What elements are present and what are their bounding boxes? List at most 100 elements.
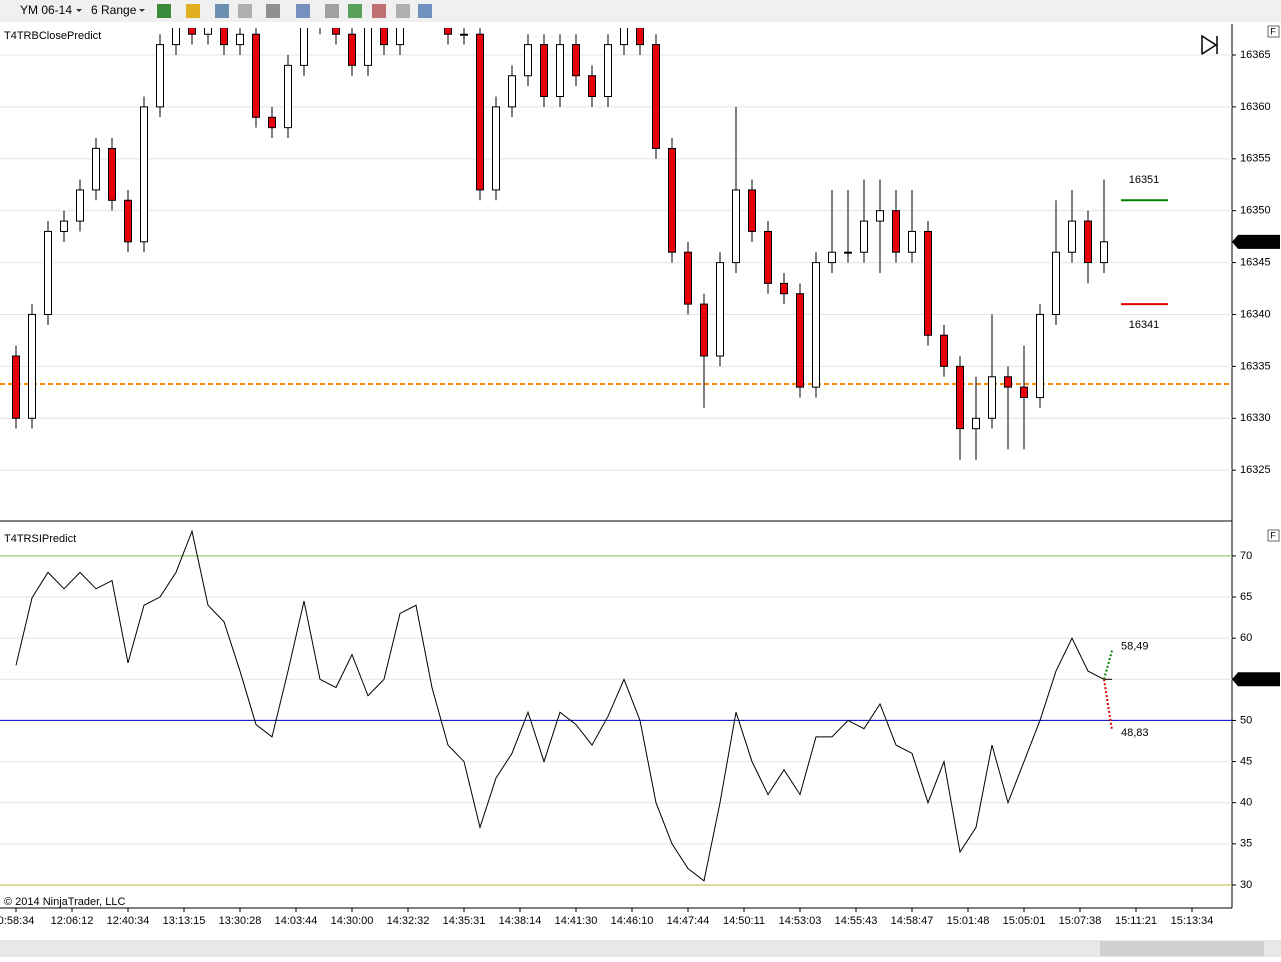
bars-button[interactable] <box>325 4 339 18</box>
candle-body <box>940 334 948 367</box>
candle-body <box>1052 251 1060 315</box>
candle-body <box>572 44 580 77</box>
candle-body <box>668 147 676 253</box>
x-tick-label: 13:30:28 <box>219 915 262 927</box>
zoom-out-button[interactable] <box>238 4 252 18</box>
candle-body <box>284 64 292 129</box>
period-selector[interactable]: 6 Range <box>91 3 137 17</box>
y-tick-label: 30 <box>1240 879 1252 891</box>
candle-body <box>396 28 404 46</box>
y-tick-label: 16360 <box>1240 101 1271 113</box>
scroll-end-button[interactable] <box>1201 34 1218 56</box>
candle-body <box>812 262 820 388</box>
cursor-button[interactable] <box>266 4 280 18</box>
chart-style-button[interactable] <box>157 4 171 18</box>
scrollbar-thumb[interactable] <box>1100 941 1264 956</box>
y-tick-label: 60 <box>1240 632 1252 644</box>
x-tick-label: 14:58:47 <box>891 915 934 927</box>
candle-body <box>1020 386 1028 399</box>
indicators-button[interactable] <box>348 4 362 18</box>
rsi-line <box>15 529 1105 882</box>
candle-body <box>28 313 36 419</box>
x-tick-label: 15:11:21 <box>1115 915 1157 927</box>
candle-body <box>924 230 932 336</box>
candle-body <box>908 230 916 253</box>
candle-body <box>220 28 228 46</box>
candle-body <box>636 28 644 46</box>
properties-button[interactable] <box>396 4 410 18</box>
candle-body <box>652 44 660 149</box>
candle-body <box>780 282 788 295</box>
y-tick-label: 35 <box>1240 838 1252 850</box>
x-tick-label: 14:38:14 <box>499 915 542 927</box>
price-marker-label: 55 <box>1266 673 1278 685</box>
data-box-button[interactable] <box>418 4 432 18</box>
candle-body <box>236 33 244 46</box>
x-tick-label: 14:53:03 <box>779 915 822 927</box>
candle-body <box>1036 313 1044 399</box>
y-tick-label: 70 <box>1240 550 1252 562</box>
draw-button[interactable] <box>186 4 200 18</box>
candle-body <box>844 251 852 254</box>
candle-body <box>188 28 196 35</box>
strategies-button[interactable] <box>372 4 386 18</box>
candle-body <box>76 189 84 222</box>
candle-body <box>108 147 116 201</box>
x-tick-label: 14:32:32 <box>387 915 430 927</box>
x-tick-label: 14:46:10 <box>611 915 654 927</box>
candle-body <box>476 33 484 191</box>
y-tick-label: 45 <box>1240 755 1252 767</box>
candle-body <box>524 44 532 77</box>
y-tick-label: 16350 <box>1240 205 1271 217</box>
candle-body <box>1100 241 1108 264</box>
candle-body <box>588 75 596 98</box>
candle-body <box>684 251 692 305</box>
candle-body <box>604 44 612 98</box>
candle-body <box>348 33 356 66</box>
x-tick-label: 14:55:43 <box>835 915 878 927</box>
candle-body <box>540 44 548 98</box>
candle-body <box>364 28 372 66</box>
float-label: F <box>1270 26 1276 36</box>
candle-body <box>828 251 836 264</box>
x-tick-label: 14:30:00 <box>331 915 374 927</box>
toolbar-bg <box>0 0 1281 22</box>
x-tick-label: 14:35:31 <box>443 915 486 927</box>
x-tick-label: 14:47:44 <box>667 915 710 927</box>
forecast-line <box>1103 679 1113 731</box>
candle-body <box>268 116 276 129</box>
candle-body <box>332 28 340 35</box>
forecast-line <box>1103 650 1113 680</box>
candle-body <box>124 199 132 243</box>
candle-body <box>1068 220 1076 253</box>
instrument-selector[interactable]: YM 06-14 <box>20 3 72 17</box>
candle-body <box>172 28 180 46</box>
x-tick-label: 15:05:01 <box>1003 915 1046 927</box>
candle-body <box>1084 220 1092 264</box>
scrollbar[interactable] <box>0 940 1281 957</box>
y-tick-label: 16330 <box>1240 412 1271 424</box>
target-label: 16341 <box>1129 319 1160 331</box>
x-tick-label: 15:01:48 <box>947 915 990 927</box>
y-tick-label: 16325 <box>1240 464 1271 476</box>
candle-body <box>732 189 740 264</box>
y-tick-label: 40 <box>1240 797 1252 809</box>
plot-area <box>0 28 1232 471</box>
candle-body <box>204 28 212 35</box>
float-button[interactable] <box>1267 25 1280 38</box>
candle-body <box>556 44 564 98</box>
candle-body <box>492 106 500 191</box>
float-button[interactable] <box>1267 529 1280 542</box>
candle-body <box>300 28 308 66</box>
search-button[interactable] <box>296 4 310 18</box>
x-tick-label: 13:13:15 <box>163 915 206 927</box>
price-marker <box>1232 672 1280 687</box>
forecast-label: 48,83 <box>1121 727 1149 739</box>
candle-body <box>876 210 884 222</box>
copyright: © 2014 NinjaTrader, LLC <box>4 896 125 908</box>
zoom-in-button[interactable] <box>215 4 229 18</box>
candle-body <box>700 303 708 357</box>
candle-body <box>156 44 164 108</box>
candle-body <box>60 220 68 232</box>
